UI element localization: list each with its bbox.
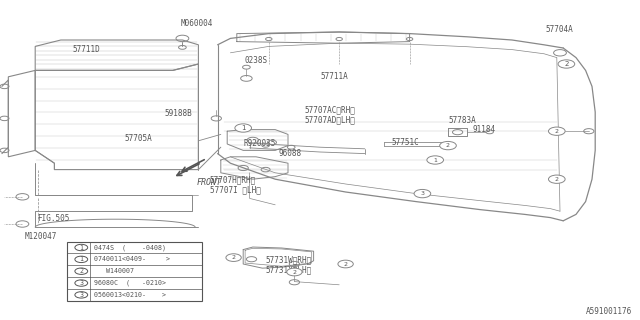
Text: 57707H〈RH〉: 57707H〈RH〉	[210, 176, 256, 185]
Circle shape	[226, 254, 241, 261]
Text: 57705A: 57705A	[125, 134, 152, 143]
Text: 0560013<0210-    >: 0560013<0210- >	[94, 292, 166, 298]
Text: 57711D: 57711D	[72, 45, 100, 54]
Text: 57751C: 57751C	[392, 138, 419, 147]
Text: 2: 2	[344, 261, 348, 267]
Text: 3: 3	[79, 292, 83, 298]
Text: 2: 2	[564, 61, 568, 67]
Text: W140007: W140007	[94, 268, 134, 274]
Text: FIG.505: FIG.505	[37, 214, 70, 223]
Circle shape	[548, 127, 565, 135]
Text: 2: 2	[232, 255, 236, 260]
Text: 57783A: 57783A	[448, 116, 476, 124]
Circle shape	[287, 268, 302, 276]
Text: 57704A: 57704A	[545, 25, 573, 34]
Circle shape	[338, 260, 353, 268]
Text: R920035: R920035	[243, 139, 276, 148]
Text: M060004: M060004	[181, 19, 214, 28]
Text: 1: 1	[433, 157, 437, 163]
Circle shape	[440, 141, 456, 150]
Circle shape	[548, 175, 565, 183]
Text: 96088: 96088	[278, 149, 301, 158]
Text: 2: 2	[555, 177, 559, 182]
Text: 2: 2	[555, 129, 559, 134]
Text: M120047: M120047	[24, 232, 57, 241]
Text: 96080C  (   -0210>: 96080C ( -0210>	[94, 280, 166, 286]
Text: 57731X〈LH〉: 57731X〈LH〉	[266, 265, 312, 274]
Text: 57731W〈RH〉: 57731W〈RH〉	[266, 255, 312, 264]
Text: 1: 1	[79, 256, 83, 262]
Text: 3: 3	[420, 191, 424, 196]
Text: 57707AC〈RH〉: 57707AC〈RH〉	[304, 105, 355, 114]
Text: 59188B: 59188B	[164, 109, 192, 118]
Text: 57707AD〈LH〉: 57707AD〈LH〉	[304, 116, 355, 124]
Circle shape	[235, 124, 252, 132]
Circle shape	[414, 189, 431, 198]
Text: 2: 2	[79, 268, 83, 274]
Text: 1: 1	[241, 125, 246, 131]
Text: 57711A: 57711A	[320, 72, 348, 81]
Text: 2: 2	[292, 269, 296, 275]
Circle shape	[427, 156, 444, 164]
Text: 0740011<0409-     >: 0740011<0409- >	[94, 256, 170, 262]
Text: 91184: 91184	[472, 125, 495, 134]
Text: 0238S: 0238S	[244, 56, 268, 65]
Text: 57707I 〈LH〉: 57707I 〈LH〉	[210, 185, 260, 194]
Text: FRONT: FRONT	[197, 178, 222, 187]
Text: 1: 1	[79, 244, 83, 251]
Text: 2: 2	[446, 143, 450, 148]
Text: 0474S  (    -0408): 0474S ( -0408)	[94, 244, 166, 251]
Circle shape	[558, 60, 575, 68]
Text: A591001176: A591001176	[586, 308, 632, 316]
Text: 3: 3	[79, 280, 83, 286]
